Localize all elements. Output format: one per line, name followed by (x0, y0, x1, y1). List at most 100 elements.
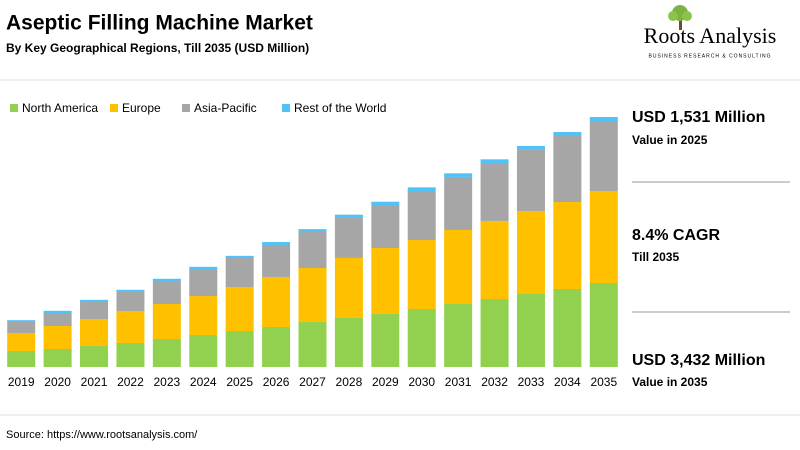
bar-segment (444, 229, 473, 304)
x-tick-label: 2023 (154, 375, 181, 389)
bar-segment (80, 318, 109, 347)
annotation-headline: USD 1,531 Million (632, 109, 765, 126)
x-tick-label: 2033 (518, 375, 545, 389)
annotation-headline: USD 3,432 Million (632, 352, 765, 369)
legend-label: Asia-Pacific (194, 101, 257, 115)
bar-segment (334, 217, 363, 258)
bar-segment (7, 332, 36, 351)
legend-swatch (10, 104, 18, 112)
bar-segment (225, 255, 254, 259)
bar-segment (589, 117, 618, 122)
bar-segment (7, 350, 36, 367)
x-tick-label: 2019 (8, 375, 35, 389)
legend-swatch (110, 104, 118, 112)
bar-segment (371, 313, 400, 367)
bar-segment (407, 240, 436, 310)
bar-segment (371, 201, 400, 205)
bar-segment (116, 342, 145, 367)
bar-segment (480, 159, 509, 163)
bar-segment (152, 303, 181, 340)
legend-label: Rest of the World (294, 101, 386, 115)
bar-segment (7, 320, 36, 322)
bar-segment (553, 288, 582, 367)
bar-segment (262, 244, 291, 277)
legend-label: North America (22, 101, 98, 115)
bar-segment (43, 310, 72, 314)
x-tick-label: 2030 (408, 375, 435, 389)
bar-segment (516, 294, 545, 367)
bar-segment (480, 162, 509, 221)
bar-segment (407, 191, 436, 241)
bar-segment (516, 210, 545, 295)
annotation-text: Till 2035 (632, 250, 679, 264)
bar-segment (116, 310, 145, 343)
bar-segment (589, 191, 618, 284)
bar-segment (334, 257, 363, 318)
bar-segment (516, 145, 545, 150)
bar-segment (189, 269, 218, 297)
logo-name: Roots Analysis (644, 23, 777, 48)
bar-segment (225, 331, 254, 367)
bar-segment (553, 136, 582, 203)
bar-segment (407, 309, 436, 367)
bar-segment (480, 298, 509, 367)
bar-segment (298, 268, 327, 322)
bar-segment (225, 287, 254, 332)
bar-segment (444, 176, 473, 230)
x-tick-label: 2028 (336, 375, 363, 389)
bar-segment (334, 214, 363, 218)
x-tick-label: 2024 (190, 375, 217, 389)
x-tick-label: 2022 (117, 375, 144, 389)
bar-segment (589, 121, 618, 192)
annotation-text: Value in 2035 (632, 375, 708, 389)
legend-swatch (182, 104, 190, 112)
x-tick-label: 2034 (554, 375, 581, 389)
bar-segment (43, 349, 72, 367)
x-tick-label: 2027 (299, 375, 326, 389)
bar-segment (80, 302, 109, 319)
bar-segment (43, 313, 72, 326)
bar-segment (371, 204, 400, 248)
bar-segment (444, 173, 473, 177)
legend-label: Europe (122, 101, 161, 115)
bar-segment (298, 229, 327, 233)
x-tick-label: 2031 (445, 375, 472, 389)
bar-segment (480, 220, 509, 299)
annotation-headline: 8.4% CAGR (632, 227, 720, 244)
bar-segment (225, 258, 254, 288)
bar-segment (371, 247, 400, 314)
bar-segment (516, 149, 545, 211)
x-tick-label: 2032 (481, 375, 508, 389)
x-tick-label: 2026 (263, 375, 290, 389)
bar-segment (553, 202, 582, 289)
bar-segment (116, 289, 145, 292)
annotation-text: Value in 2025 (632, 133, 708, 147)
chart-subtitle: By Key Geographical Regions, Till 2035 (… (6, 41, 309, 55)
chart-title: Aseptic Filling Machine Market (6, 12, 313, 35)
bar-segment (298, 321, 327, 367)
x-tick-label: 2029 (372, 375, 399, 389)
x-tick-label: 2020 (44, 375, 71, 389)
bar-segment (262, 327, 291, 367)
x-tick-label: 2035 (590, 375, 617, 389)
bar-segment (589, 283, 618, 367)
bar-segment (7, 321, 36, 333)
legend-swatch (282, 104, 290, 112)
bar-segment (189, 296, 218, 336)
bar-segment (116, 291, 145, 311)
bar-segment (152, 339, 181, 367)
bar-segment (189, 335, 218, 367)
bar-segment (334, 317, 363, 367)
bar-segment (80, 299, 109, 303)
bar-segment (189, 266, 218, 270)
bar-segment (152, 280, 181, 304)
bar-segment (43, 325, 72, 350)
bar-segment (80, 346, 109, 367)
bar-segment (407, 187, 436, 192)
bar-segment (444, 303, 473, 367)
bar-segment (152, 278, 181, 281)
source: Source: https://www.rootsanalysis.com/ (6, 429, 198, 441)
x-tick-label: 2021 (81, 375, 108, 389)
